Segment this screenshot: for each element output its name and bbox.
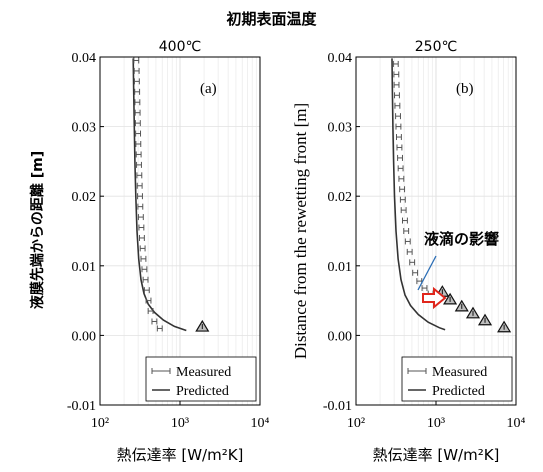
measured-point (400, 207, 407, 214)
measured-point (134, 88, 141, 95)
measured-point (156, 325, 163, 332)
measured-point (399, 186, 406, 193)
measured-point (134, 120, 141, 127)
x-tick-label: 10³ (171, 416, 189, 431)
measured-point (421, 285, 428, 292)
x-tick-label: 10² (347, 416, 365, 431)
droplet-triangle (195, 319, 210, 332)
measured-point (394, 102, 401, 109)
measured-point (139, 245, 146, 252)
measured-point (404, 238, 411, 245)
measured-point (137, 193, 143, 200)
panel-label: (b) (456, 81, 474, 97)
measured-point (394, 92, 400, 99)
panel-title: 400℃ (159, 39, 201, 55)
droplet-annotation: 液滴の影響 (424, 230, 499, 248)
droplet-triangle (443, 292, 458, 305)
x-tick-label: 10⁴ (507, 416, 526, 431)
measured-point (151, 318, 158, 325)
measured-point (395, 123, 402, 130)
measured-point (137, 203, 144, 210)
measured-point (393, 71, 400, 78)
legend-predicted: Predicted (432, 384, 485, 399)
measured-point (134, 99, 141, 106)
droplet-triangle (497, 320, 512, 333)
measured-point (135, 151, 142, 158)
measured-point (141, 266, 148, 273)
panel-b: 250℃ -0.01 0.00 0.01 0.02 0.03 0.04 10² 10³ 10⁴ 熱伝… (291, 39, 526, 464)
y-axis-label: Distance from the rewetting front [m] (291, 103, 310, 359)
droplet-triangle (477, 313, 493, 326)
panel-label: (a) (200, 81, 217, 97)
y-tick-label: 0.01 (328, 260, 353, 275)
y-tick-label: 0.03 (72, 121, 97, 136)
legend-measured: Measured (176, 365, 231, 380)
measured-point (396, 134, 402, 141)
measured-point (136, 161, 142, 168)
y-tick-label: 0.03 (328, 121, 353, 136)
measured-point (396, 144, 403, 151)
gridlines (356, 56, 516, 406)
measured-point (138, 224, 145, 231)
measured-point (402, 217, 408, 224)
measured-point (397, 165, 404, 172)
droplet-triangle (454, 299, 469, 312)
measured-point (133, 67, 140, 74)
measured-point (142, 276, 149, 283)
measured-point (137, 214, 144, 221)
legend-measured: Measured (432, 365, 487, 380)
measured-point (406, 248, 413, 255)
measured-point (135, 141, 142, 147)
measured-point (393, 81, 400, 88)
measured-point (399, 196, 406, 203)
y-tick-label: 0.04 (328, 51, 353, 66)
predicted-line (391, 58, 446, 331)
droplet-arrow (422, 286, 447, 310)
y-tick-label: -0.01 (323, 399, 352, 414)
predicted-line (132, 58, 187, 332)
measured-point (412, 269, 419, 276)
panel-a: 400℃ -0.01 0.00 0.01 0.02 0.03 0.04 10² 10³ 10⁴ 熱伝… (67, 39, 270, 464)
x-axis-label: 熱伝達率 [W/m²K] (373, 446, 500, 464)
droplet-triangle (465, 306, 481, 319)
legend-predicted: Predicted (176, 384, 229, 399)
gridlines (100, 56, 260, 406)
y-tick-label: 0.00 (72, 329, 97, 344)
measured-point (135, 130, 142, 137)
measured-point (398, 175, 405, 182)
x-tick-label: 10³ (427, 416, 445, 431)
y-tick-label: 0.02 (72, 190, 97, 205)
measured-point (395, 113, 401, 120)
annotation-leader-line (417, 255, 437, 291)
x-axis-label: 熱伝達率 [W/m²K] (117, 446, 244, 464)
measured-point (397, 154, 403, 161)
measured-point (409, 259, 416, 266)
legend: Measured Predicted (401, 356, 513, 402)
measured-point (134, 109, 141, 116)
left-ylabel: 液膜先端からの距離 [m] (29, 151, 46, 309)
measured-point (145, 297, 152, 304)
figure-title: 初期表面温度 (226, 10, 317, 28)
measured-point (392, 60, 399, 67)
y-tick-label: 0.00 (328, 329, 353, 344)
legend: Measured Predicted (145, 356, 257, 402)
measured-point (136, 172, 143, 179)
measured-point (136, 182, 143, 189)
y-tick-label: 0.01 (72, 260, 97, 275)
y-tick-label: 0.02 (328, 190, 353, 205)
y-tick-label: -0.01 (67, 399, 96, 414)
y-tick-label: 0.04 (72, 51, 97, 66)
measured-point (143, 287, 150, 294)
x-tick-label: 10⁴ (251, 416, 270, 431)
measured-point (138, 234, 145, 241)
measured-point (140, 255, 147, 262)
measured-point (147, 308, 154, 315)
x-tick-label: 10² (91, 416, 109, 431)
measured-point (133, 57, 140, 64)
panel-title: 250℃ (415, 39, 457, 55)
measured-point (133, 78, 140, 85)
measured-point (403, 228, 410, 234)
